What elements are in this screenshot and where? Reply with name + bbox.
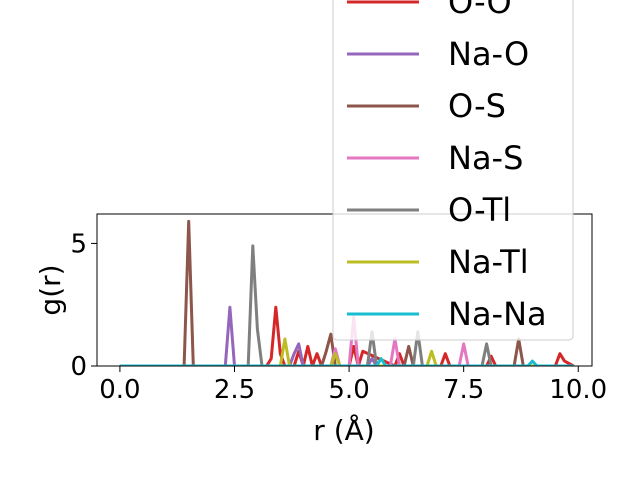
- legend-label-1: Na-O: [448, 35, 529, 73]
- x-axis: 0.0 2.5 5.0 7.5 10.0: [99, 366, 607, 405]
- legend-label-2: O-S: [448, 87, 506, 125]
- y-axis-label: g(r): [34, 264, 67, 315]
- x-tick-label: 5.0: [328, 375, 369, 405]
- y-tick-label: 0: [70, 352, 87, 382]
- x-tick-label: 7.5: [443, 375, 484, 405]
- x-tick-label: 2.5: [214, 375, 255, 405]
- y-tick-label: 5: [70, 229, 87, 259]
- x-tick-label: 10.0: [549, 375, 607, 405]
- series-line-2: [119, 219, 574, 366]
- series-line-6: [119, 357, 574, 366]
- series-layer: [119, 219, 575, 366]
- series-line-5: [119, 337, 574, 366]
- legend-label-4: O-Tl: [448, 191, 511, 229]
- series-line-3: [119, 315, 574, 366]
- series-line-1: [119, 305, 574, 366]
- legend-label-3: Na-S: [448, 139, 523, 177]
- series-line-4: [119, 244, 574, 366]
- legend-label-5: Na-Tl: [448, 243, 529, 281]
- y-axis: 05: [70, 229, 97, 382]
- legend-box: [332, 0, 574, 341]
- legend: O-O Na-O O-S Na-S O-Tl Na-Tl Na-Na: [332, 0, 574, 341]
- legend-label-6: Na-Na: [448, 295, 547, 333]
- x-tick-label: 0.0: [99, 375, 140, 405]
- legend-label-0: O-O: [448, 0, 512, 21]
- x-axis-label: r (Å): [313, 413, 374, 447]
